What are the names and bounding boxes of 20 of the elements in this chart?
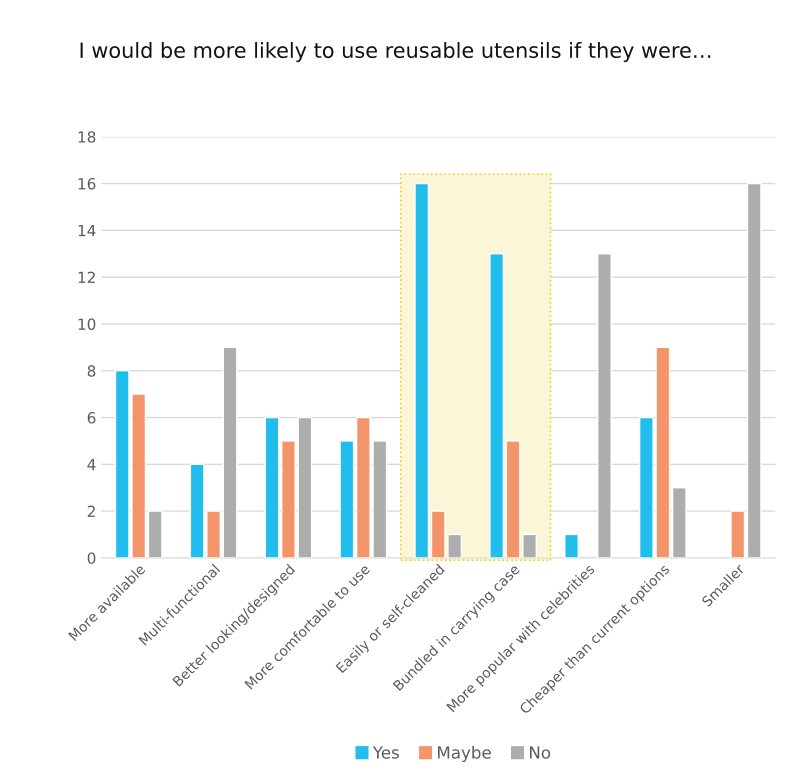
y-tick-label: 0: [88, 552, 96, 564]
y-tick-label: 2: [88, 506, 95, 517]
y-tick-label: 10: [78, 318, 96, 330]
legend-label: No: [530, 746, 550, 759]
bar: [746, 182, 762, 558]
bar: [414, 182, 430, 558]
chart-title: I would be more likely to use reusable utensils if they were…: [80, 42, 710, 62]
bar: [597, 253, 612, 558]
y-tick-label: 4: [87, 458, 96, 470]
legend-label: Yes: [372, 746, 399, 759]
y-tick-label: 12: [78, 272, 95, 283]
y-tick-label: 18: [78, 131, 96, 143]
bar: [114, 370, 130, 558]
y-tick-label: 8: [88, 365, 96, 377]
legend-label: Maybe: [438, 746, 491, 762]
bar: [564, 534, 579, 558]
y-tick-label: 14: [78, 225, 96, 236]
bar: [730, 510, 746, 558]
y-tick-label: 6: [88, 412, 96, 424]
y-tick-label: 16: [78, 178, 96, 190]
